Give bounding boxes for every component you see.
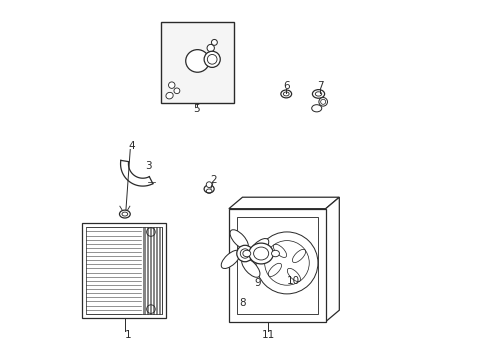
Circle shape [237,245,253,262]
Ellipse shape [186,50,209,72]
Text: 5: 5 [193,104,200,114]
Circle shape [169,82,175,88]
Ellipse shape [281,90,292,98]
Text: 8: 8 [239,298,245,308]
Text: 4: 4 [129,141,135,151]
Ellipse shape [249,239,269,257]
Circle shape [206,182,212,188]
Polygon shape [82,223,166,318]
Ellipse shape [271,250,279,257]
Ellipse shape [120,210,130,218]
Text: 6: 6 [283,81,290,91]
Polygon shape [229,197,339,209]
Ellipse shape [312,105,322,112]
Ellipse shape [204,185,214,193]
Text: 1: 1 [125,330,132,340]
Ellipse shape [313,90,324,98]
Text: 3: 3 [145,161,151,171]
Circle shape [319,98,327,106]
Text: 9: 9 [254,278,261,288]
Ellipse shape [242,258,260,277]
Text: 2: 2 [211,175,217,185]
Circle shape [204,51,220,67]
Ellipse shape [243,250,251,257]
Polygon shape [161,22,234,103]
Text: 7: 7 [317,81,323,91]
Ellipse shape [221,250,241,269]
Ellipse shape [249,243,273,264]
Text: 10: 10 [287,276,300,286]
Ellipse shape [166,93,173,99]
Ellipse shape [207,44,214,52]
Polygon shape [326,197,339,321]
Polygon shape [229,209,326,321]
Circle shape [212,40,218,45]
Ellipse shape [174,88,180,94]
Ellipse shape [230,230,248,249]
Text: 11: 11 [262,330,275,340]
